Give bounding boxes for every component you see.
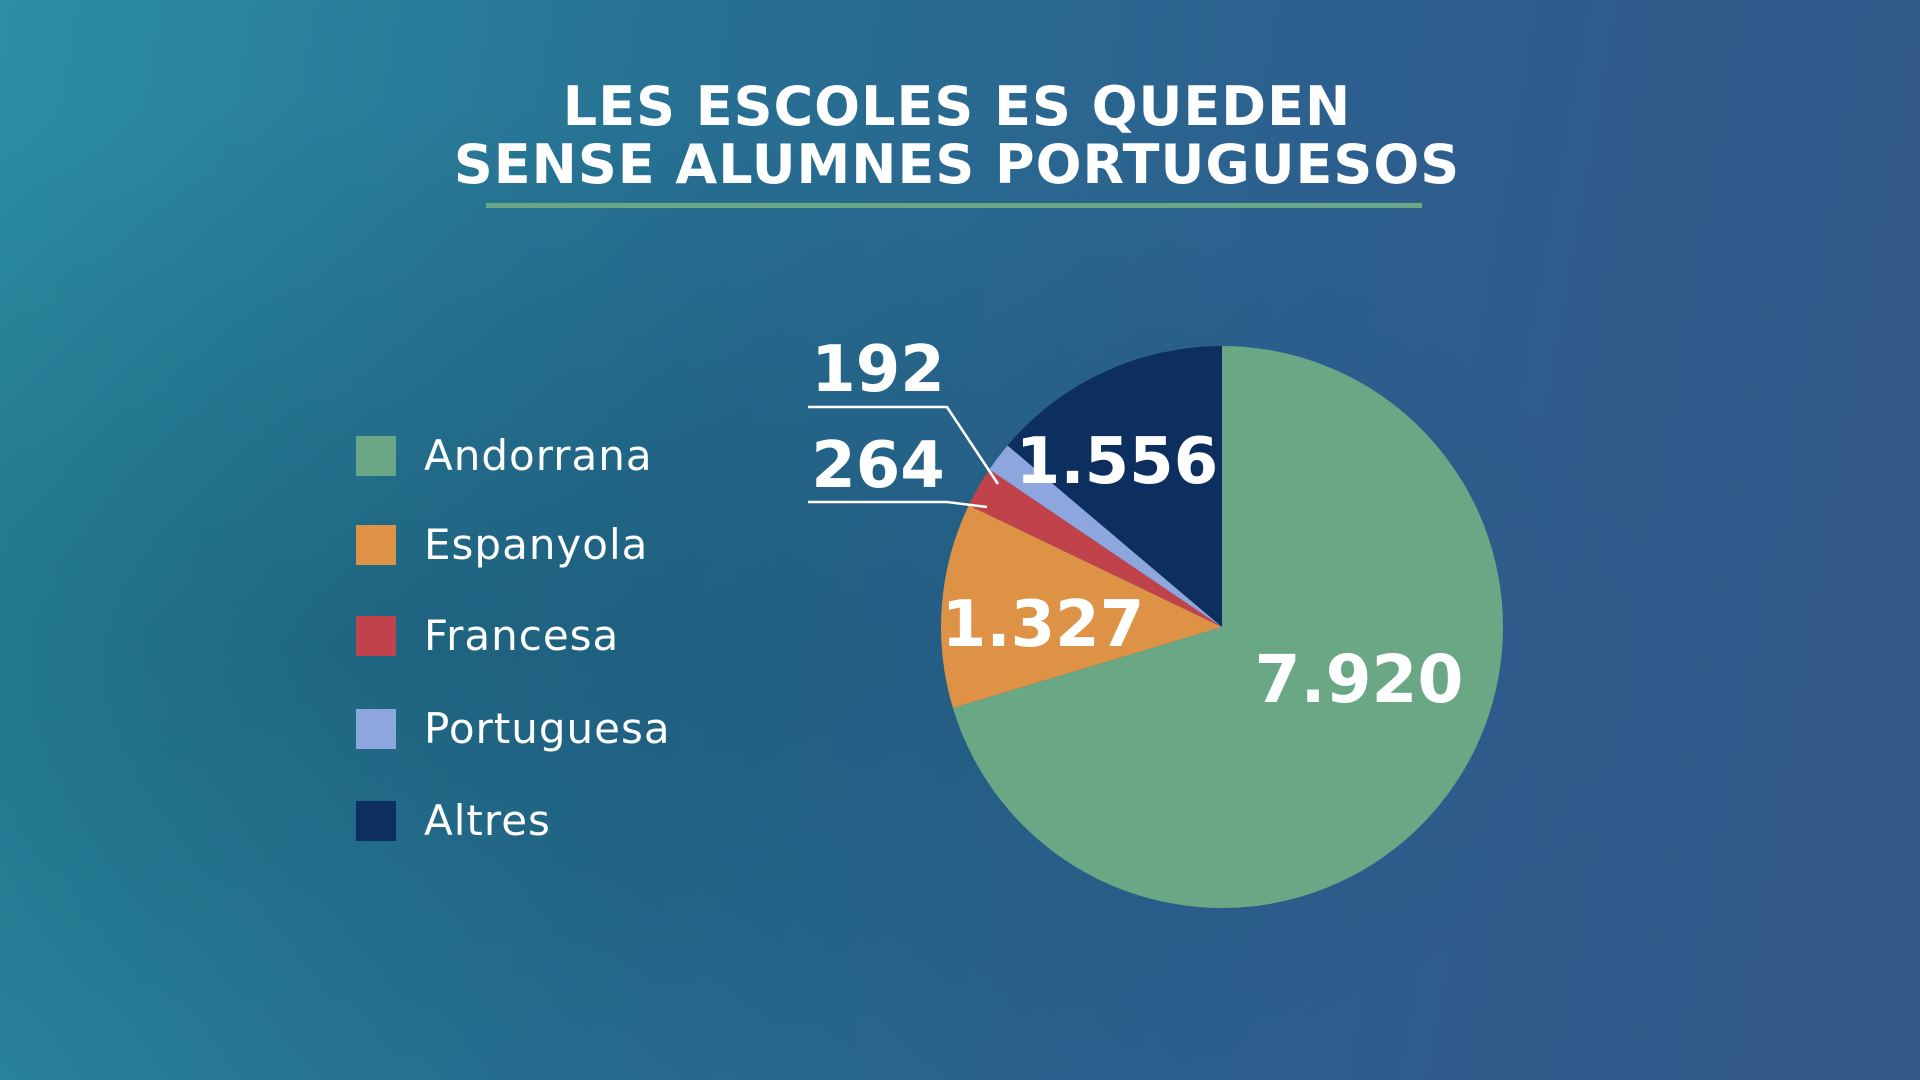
data-label-altres: 1.556: [1016, 425, 1218, 499]
pie-slice-espanyola: [941, 505, 1222, 709]
legend-swatch: [356, 435, 396, 476]
legend-label: Portuguesa: [424, 704, 671, 753]
data-label-francesa: 264: [811, 429, 945, 503]
legend-item-francesa: Francesa: [356, 611, 619, 660]
legend-swatch: [356, 800, 396, 841]
legend-swatch: [356, 615, 396, 656]
legend-label: Altres: [424, 796, 551, 845]
title-line-1: LES ESCOLES ES QUEDEN: [562, 75, 1352, 138]
legend-label: Francesa: [424, 611, 620, 660]
legend-item-espanyola: Espanyola: [356, 520, 648, 569]
leader-line-francesa: [808, 500, 988, 509]
pie-slice-altres: [1007, 346, 1222, 627]
legend-item-portuguesa: Portuguesa: [356, 704, 671, 753]
legend-swatch: [356, 708, 396, 749]
legend-item-altres: Altres: [356, 796, 551, 845]
legend-item-andorrana: Andorrana: [356, 431, 653, 480]
chart-title: LES ESCOLES ES QUEDEN SENSE ALUMNES PORT…: [0, 78, 1914, 194]
data-label-portuguesa: 192: [811, 333, 945, 407]
title-underline: [486, 203, 1422, 208]
data-label-espanyola: 1.327: [942, 588, 1144, 662]
data-label-andorrana: 7.920: [1255, 641, 1464, 718]
pie-slice-portuguesa: [989, 445, 1222, 627]
leader-line-portuguesa: [808, 405, 1000, 485]
pie-slice-francesa: [968, 469, 1222, 627]
title-line-2: SENSE ALUMNES PORTUGUESOS: [453, 133, 1461, 196]
legend-label: Andorrana: [424, 431, 653, 480]
pie-slice-andorrana: [952, 346, 1503, 908]
legend-label: Espanyola: [424, 520, 649, 569]
legend-swatch: [356, 524, 396, 565]
